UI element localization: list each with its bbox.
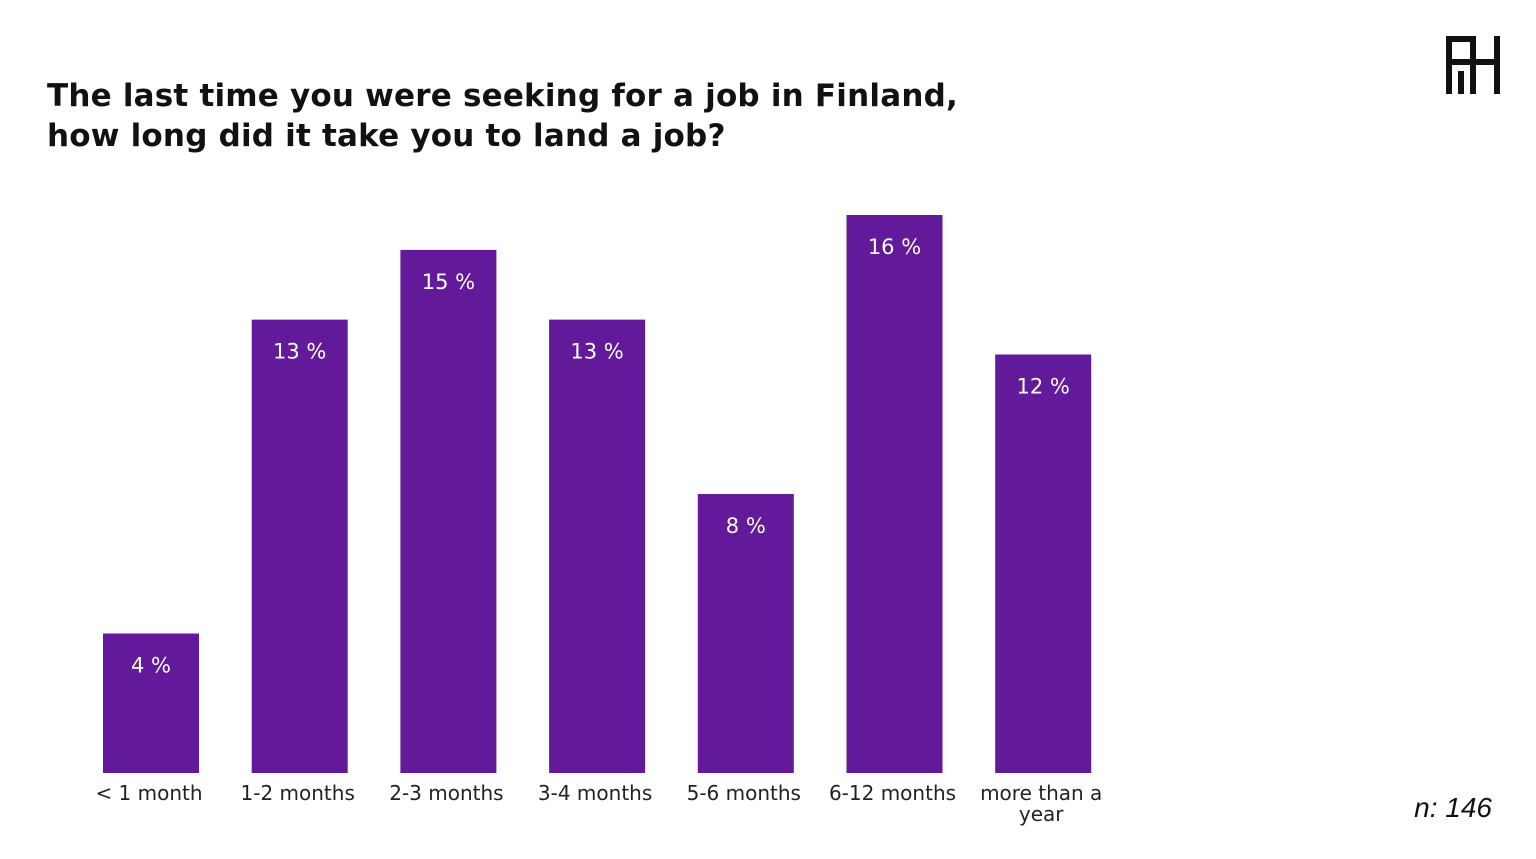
bar-6 [995, 354, 1092, 773]
chart-title-line-2: how long did it take you to land a job? [47, 118, 726, 154]
x-tick-label-6: more than a year [980, 781, 1102, 826]
chart-title-line-1: The last time you were seeking for a job… [47, 78, 958, 114]
bar-1 [251, 319, 348, 773]
x-tick-label-5: 6-12 months [829, 781, 956, 805]
bar-value-label-3: 13 % [570, 340, 623, 364]
chart-title: The last time you were seeking for a job… [47, 76, 958, 156]
bar-2 [400, 249, 497, 773]
x-tick-label-0: < 1 month [95, 781, 202, 805]
bar-value-label-6: 12 % [1017, 375, 1070, 399]
x-tick-label-4: 5-6 months [687, 781, 801, 805]
bar-value-label-4: 8 % [726, 514, 766, 538]
x-tick-label-2: 2-3 months [389, 781, 503, 805]
bar-3 [549, 319, 646, 773]
x-tick-label-3: 3-4 months [538, 781, 652, 805]
sample-size-note: n: 146 [1414, 792, 1492, 823]
bar-0 [103, 633, 199, 773]
bar-4 [697, 494, 794, 773]
bar-value-label-1: 13 % [273, 340, 326, 364]
bar-value-label-5: 16 % [868, 235, 921, 259]
bar-5 [846, 215, 943, 773]
x-tick-label-1: 1-2 months [241, 781, 355, 805]
brand-monogram-icon [1446, 36, 1500, 94]
bar-value-label-2: 15 % [422, 270, 475, 294]
bar-value-label-0: 4 % [131, 654, 171, 678]
